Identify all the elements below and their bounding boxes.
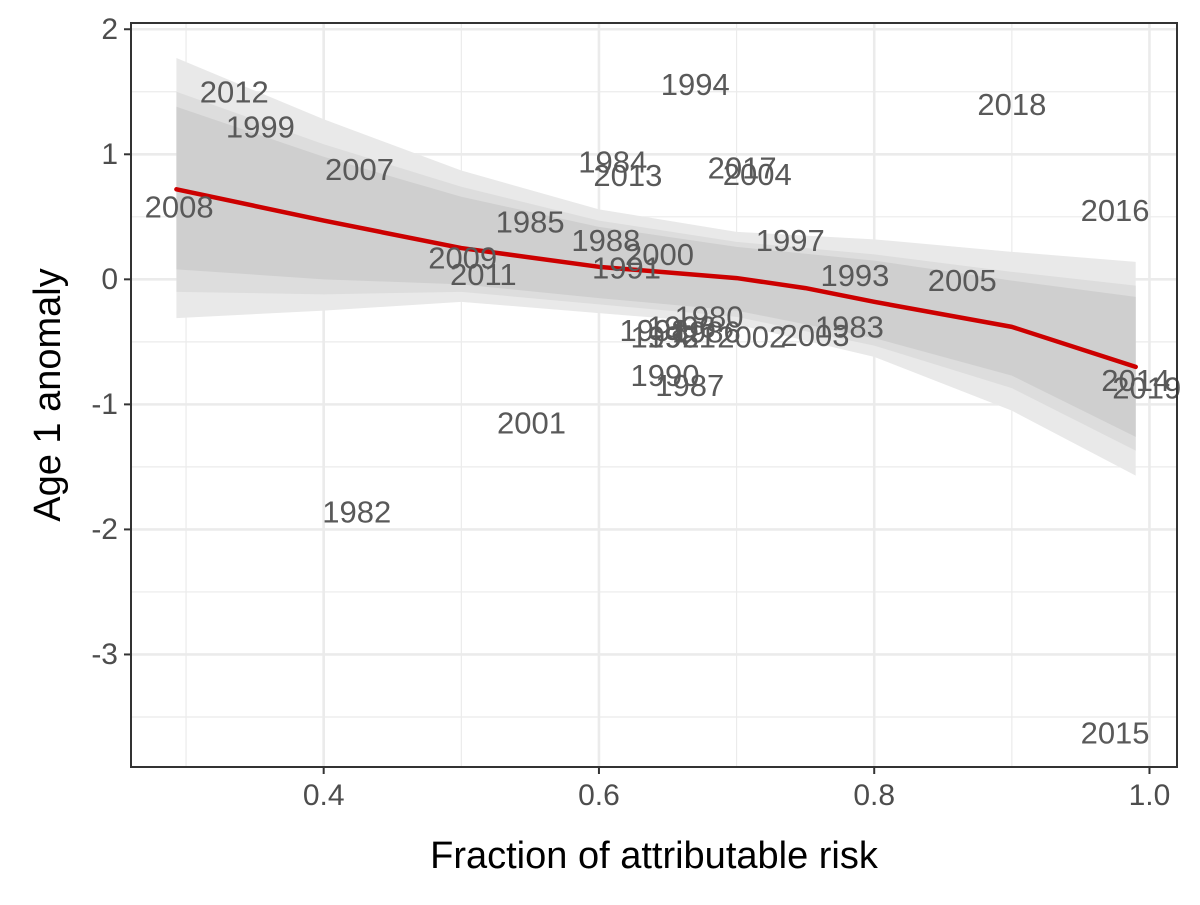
point-label: 1983 xyxy=(815,309,884,344)
y-tick-label: -1 xyxy=(91,388,118,421)
point-label: 2016 xyxy=(1081,193,1150,228)
axis-ticks: 0.4 0.6 0.8 1.0 2 1 0 -1 -2 -3 xyxy=(91,13,1170,812)
point-label: 1982 xyxy=(322,494,391,529)
point-label: 2015 xyxy=(1081,716,1150,751)
point-label: 1993 xyxy=(820,258,889,293)
point-label: 1985 xyxy=(496,204,565,239)
point-label: 1992 xyxy=(631,319,700,354)
panel-border xyxy=(130,22,1178,768)
point-label: 2004 xyxy=(723,157,792,192)
point-label: 1998 xyxy=(620,313,689,348)
point-label: 2002 xyxy=(717,319,786,354)
point-label: 2012 xyxy=(200,74,269,109)
y-tick-label: 1 xyxy=(101,138,118,171)
point-label: 1997 xyxy=(756,223,825,258)
y-tick-label: 0 xyxy=(101,263,118,296)
point-label: 1987 xyxy=(655,368,724,403)
y-tick-label: -3 xyxy=(91,638,118,671)
point-label: 2019 xyxy=(1112,371,1181,406)
point-label: 1988 xyxy=(571,223,640,258)
point-label: 1984 xyxy=(578,144,647,179)
point-label: 2003 xyxy=(781,318,850,353)
trend-layer xyxy=(174,187,1138,370)
point-label: 2017 xyxy=(708,151,777,186)
point-label: 2005 xyxy=(928,263,997,298)
point-label: 1990 xyxy=(631,358,700,393)
x-tick-label: 0.4 xyxy=(303,779,345,812)
point-label: 2009 xyxy=(428,241,497,276)
y-tick-label: 2 xyxy=(101,13,118,46)
point-label: 1999 xyxy=(226,109,295,144)
x-tick-label: 1.0 xyxy=(1129,779,1171,812)
point-label: 2011 xyxy=(450,257,517,292)
point-label: 2013 xyxy=(593,158,662,193)
point-label: 1986 xyxy=(672,314,741,349)
trend-line xyxy=(174,187,1138,370)
point-label: 1991 xyxy=(592,251,661,286)
point-label: 1981 xyxy=(647,319,716,354)
x-tick-label: 0.8 xyxy=(853,779,895,812)
point-label: 2001 xyxy=(497,406,566,441)
x-axis-title: Fraction of attributable risk xyxy=(430,835,879,877)
point-label: 1980 xyxy=(675,299,744,334)
point-label: 2014 xyxy=(1101,363,1170,398)
y-tick-label: -2 xyxy=(91,513,118,546)
point-label: 2000 xyxy=(625,237,694,272)
y-axis-title: Age 1 anomaly xyxy=(27,268,69,522)
point-label: 2008 xyxy=(145,189,214,224)
point-label: 1996 xyxy=(647,309,716,344)
x-tick-label: 0.6 xyxy=(578,779,620,812)
point-label: 1994 xyxy=(661,67,730,102)
point-label: 2007 xyxy=(325,152,394,187)
point-label: 2018 xyxy=(977,87,1046,122)
